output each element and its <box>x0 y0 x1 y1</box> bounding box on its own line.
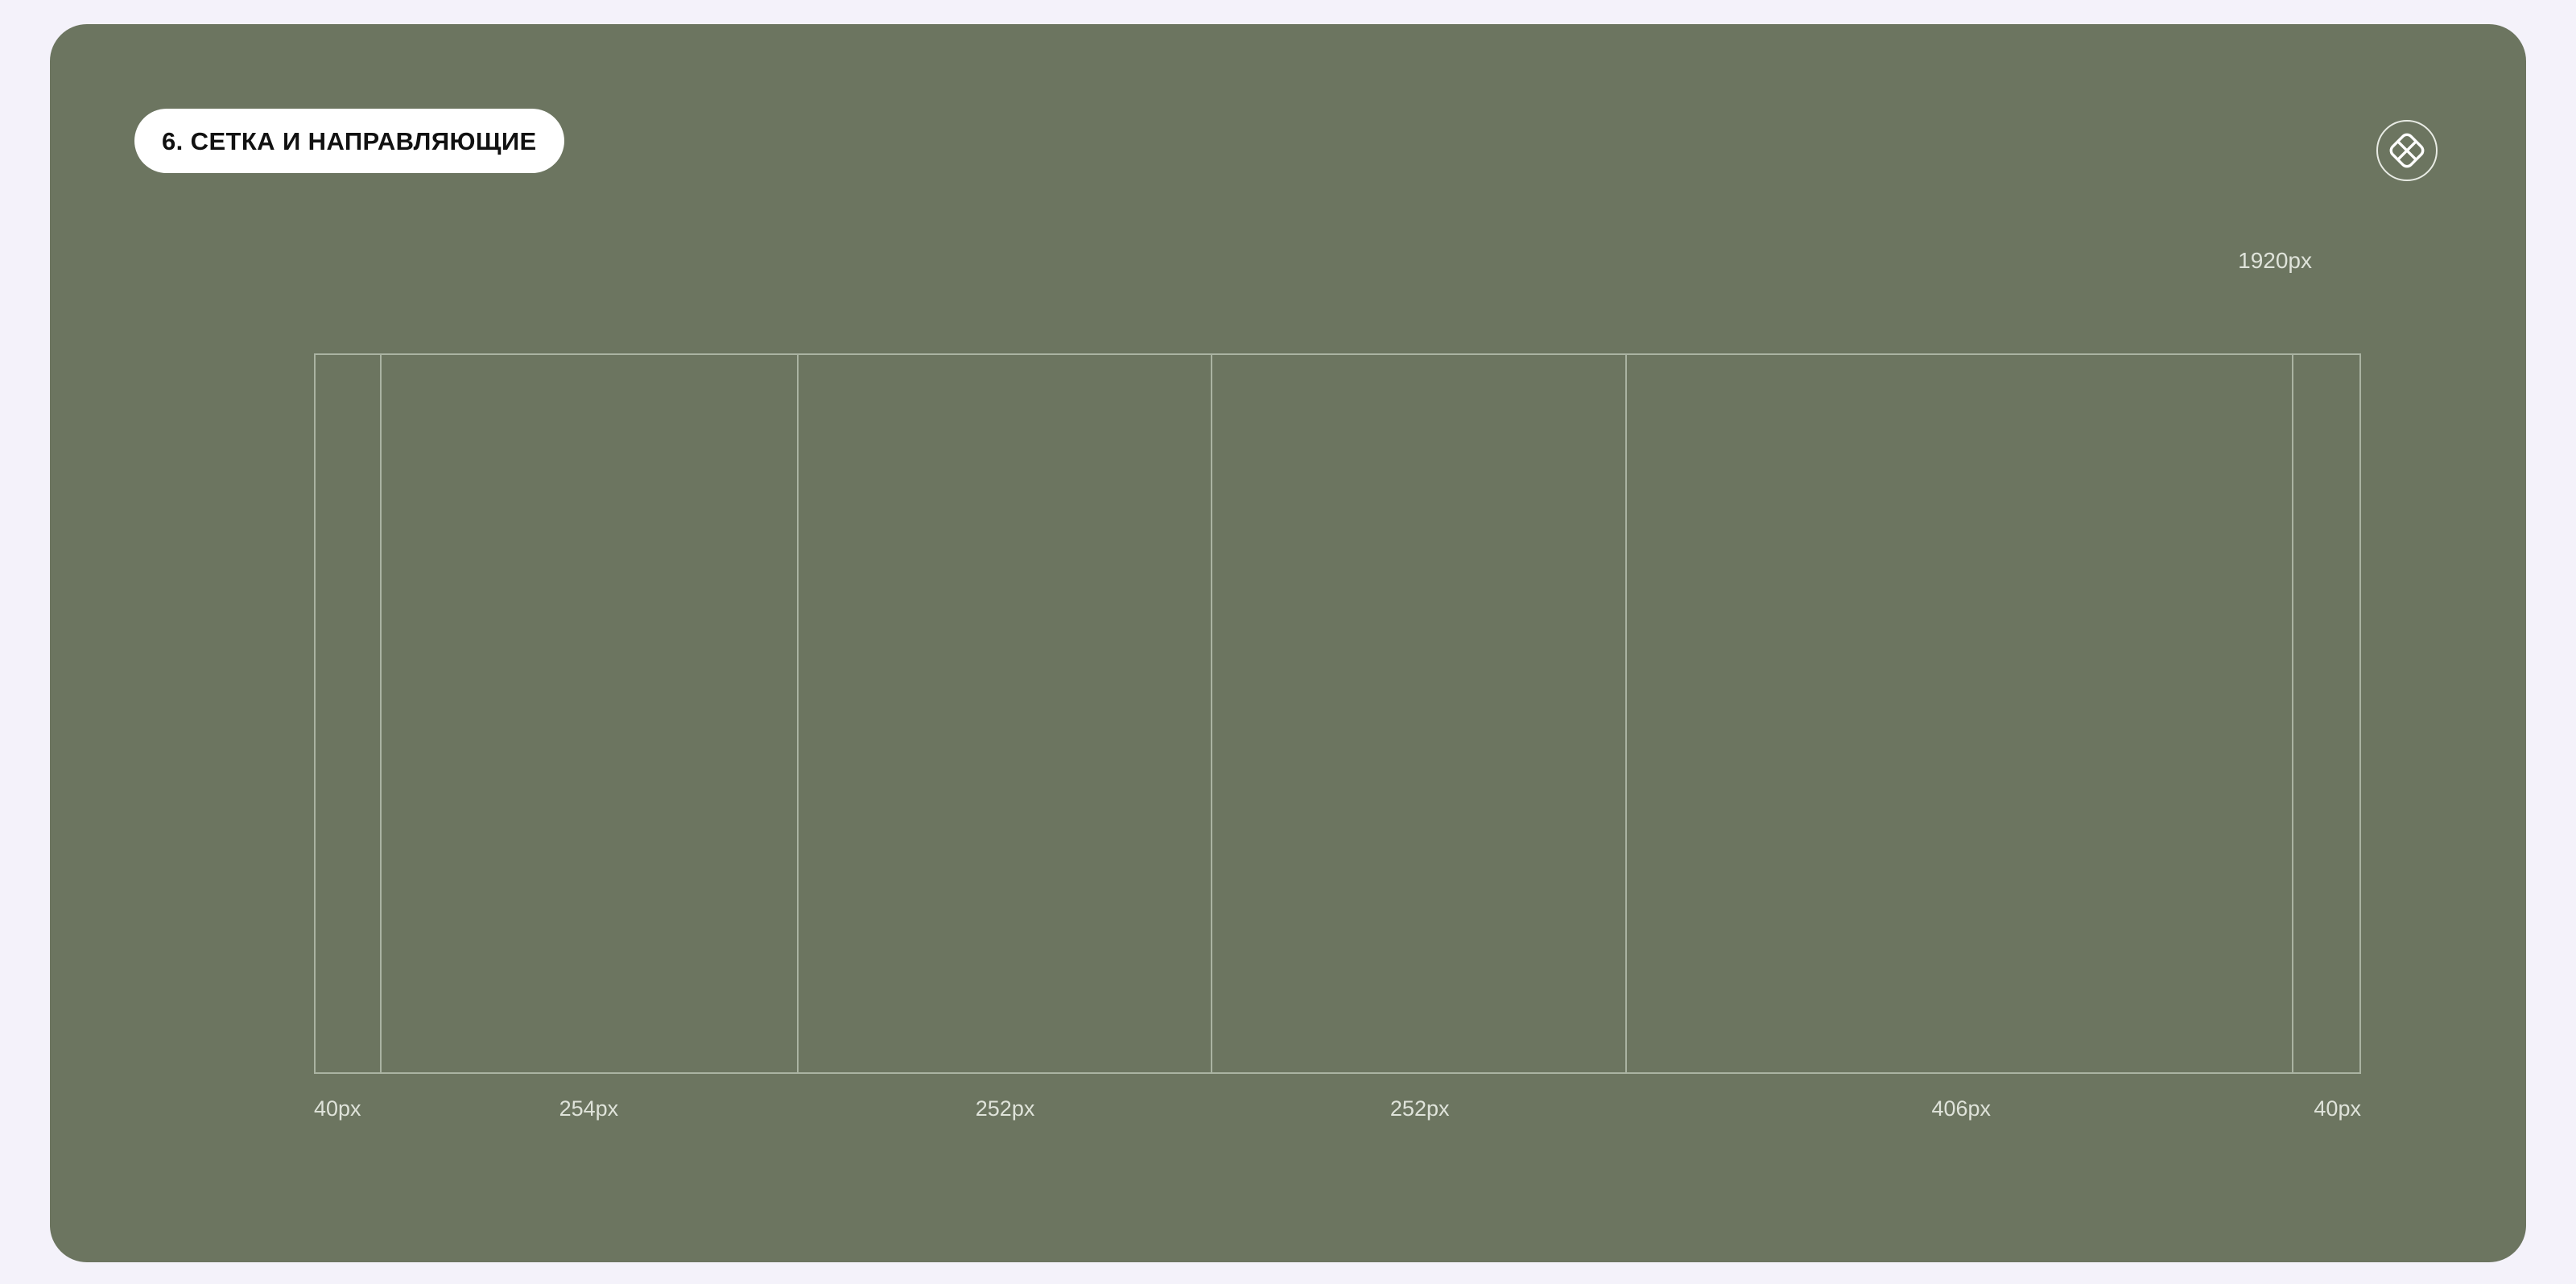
grid-measure-text: 252px <box>975 1096 1035 1121</box>
grid-measure-margin-left: 40px <box>314 1092 380 1125</box>
grid-column-2 <box>799 355 1213 1072</box>
grid-measure-margin-right: 40px <box>2295 1092 2361 1125</box>
grid-measure-column-1: 254px <box>380 1092 798 1125</box>
section-title-text: 6. СЕТКА И НАПРАВЛЯЮЩИЕ <box>162 126 537 155</box>
grid-measure-column-3: 252px <box>1212 1092 1627 1125</box>
grid-column-3 <box>1212 355 1627 1072</box>
grid-measure-text: 252px <box>1389 1096 1450 1121</box>
grid-measure-column-4: 406px <box>1627 1092 2295 1125</box>
grid-column-4 <box>1627 355 2294 1072</box>
slide-card: 6. СЕТКА И НАПРАВЛЯЮЩИЕ 1920px <box>50 24 2526 1262</box>
grid-measure-text: 40px <box>2314 1096 2361 1121</box>
grid-measure-column-2: 252px <box>798 1092 1212 1125</box>
grid-measure-text: 406px <box>1931 1096 1992 1121</box>
grid-measure-text: 40px <box>314 1096 361 1121</box>
grid-measure-text: 254px <box>559 1096 619 1121</box>
grid-measure-labels: 40px 254px 252px 252px 406px 40px <box>314 1092 2361 1125</box>
grid-column-margin-right <box>2293 355 2359 1072</box>
grid-diagram <box>314 353 2361 1074</box>
grid-column-1 <box>382 355 799 1072</box>
grid-column-margin-left <box>316 355 382 1072</box>
section-title-badge: 6. СЕТКА И НАПРАВЛЯЮЩИЕ <box>134 109 564 173</box>
diamond-quadrants-icon <box>2375 118 2439 183</box>
grid-total-width-label: 1920px <box>2238 248 2312 273</box>
